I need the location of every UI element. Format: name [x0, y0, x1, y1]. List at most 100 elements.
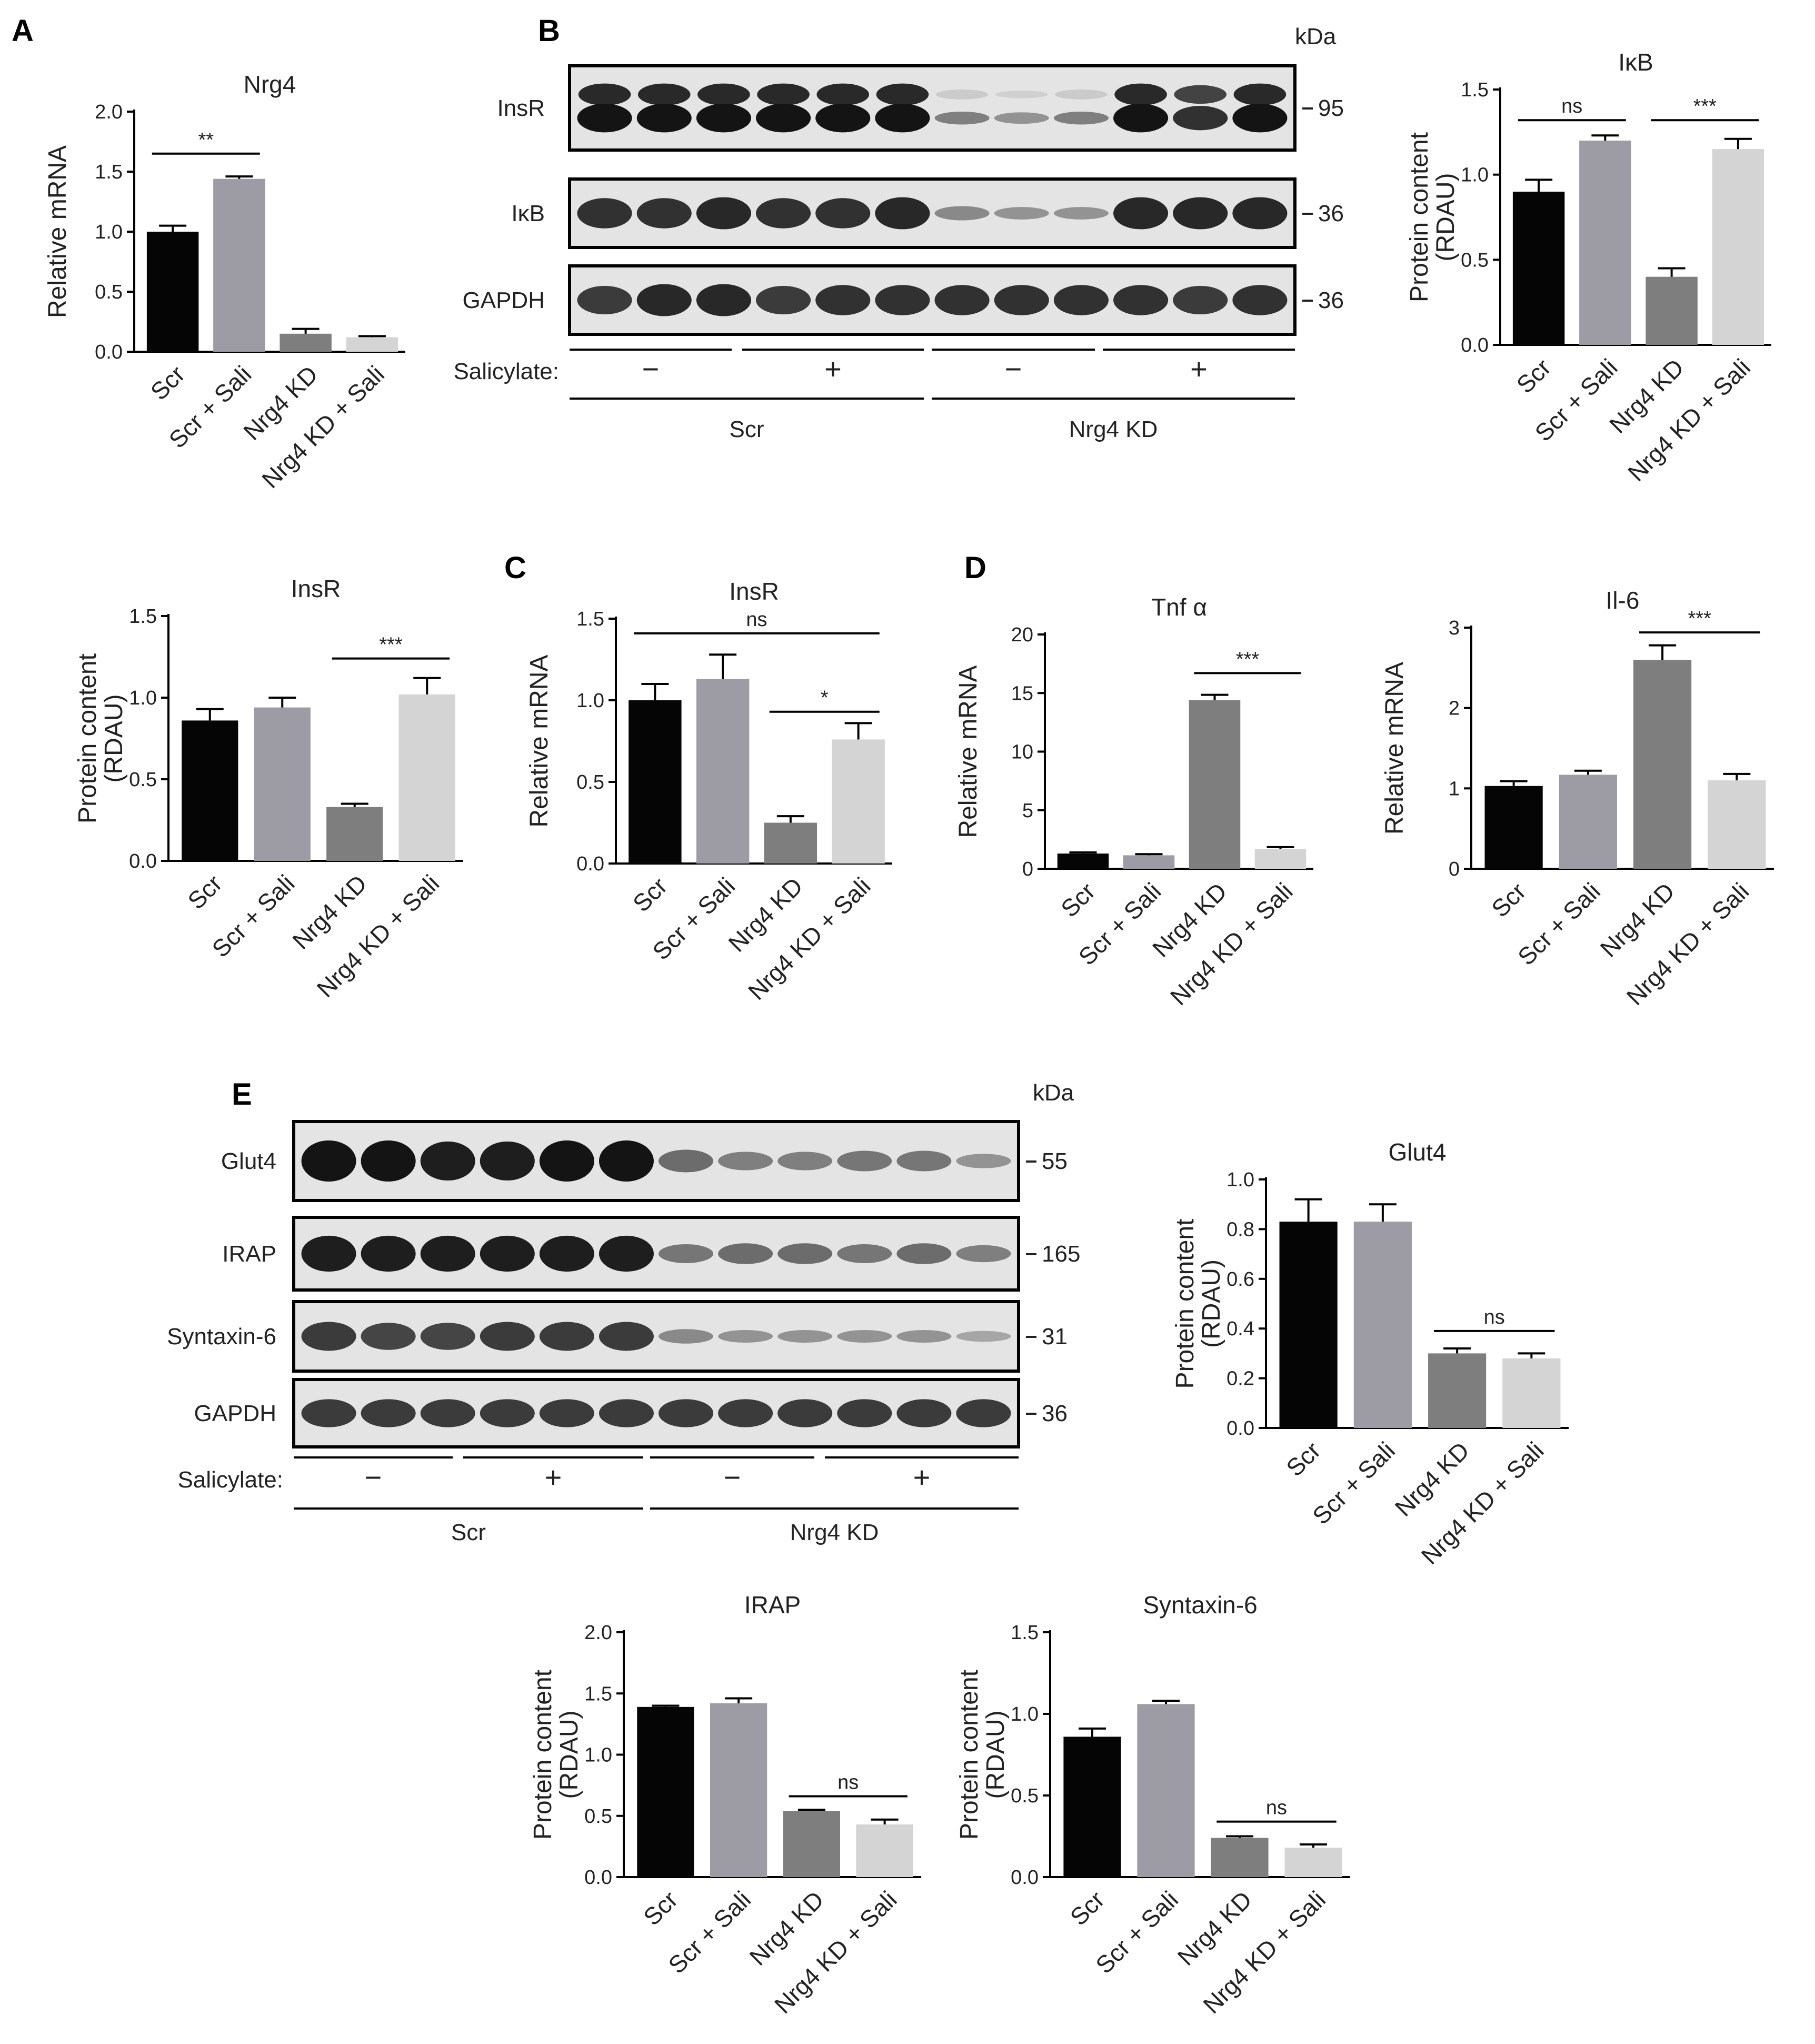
band — [777, 1399, 833, 1427]
band-upper — [757, 83, 810, 106]
bar-nrg4-kd — [1646, 276, 1698, 345]
kda-marker-label: 31 — [1042, 1324, 1068, 1350]
x-tick-label: Scr — [1065, 1886, 1110, 1931]
band-lower — [577, 104, 632, 133]
band-upper — [935, 90, 989, 100]
band-lower — [1173, 106, 1228, 131]
y-axis-label-line: Relative mRNA — [525, 654, 553, 827]
y-tick-label: 5 — [1022, 800, 1033, 822]
band — [777, 1329, 833, 1343]
blot-membrane — [568, 64, 1297, 152]
y-axis-label: Relative mRNA — [1381, 662, 1409, 835]
band — [577, 285, 632, 315]
bar-nrg4-kd — [326, 807, 383, 861]
panel-letter-b: B — [538, 14, 560, 48]
x-tick-label: Scr + Sali — [1307, 1436, 1400, 1530]
band — [599, 1399, 654, 1427]
significance-label: *** — [1236, 648, 1260, 670]
bar-nrg4-kd — [1189, 700, 1241, 869]
y-axis-label-line: Protein content — [74, 653, 102, 823]
band — [956, 1331, 1011, 1342]
band-upper — [1174, 85, 1227, 104]
chart-title: InsR — [291, 575, 341, 602]
band — [875, 197, 930, 230]
x-tick-label: Scr + Sali — [1512, 877, 1605, 970]
bar-nrg4-kd-sali — [1708, 780, 1766, 869]
band — [1113, 285, 1169, 315]
band — [361, 1399, 416, 1427]
bar-scr — [1279, 1222, 1338, 1428]
band-lower — [994, 112, 1049, 124]
band — [934, 285, 990, 315]
band — [301, 1322, 356, 1351]
y-tick-label: 0.5 — [129, 769, 157, 791]
x-tick-label: Scr — [145, 360, 191, 405]
y-tick-label: 1.0 — [1226, 1169, 1254, 1191]
salicylate-label: Salicylate: — [177, 1467, 283, 1493]
significance-label: ns — [746, 609, 767, 631]
band — [956, 1245, 1011, 1263]
western-blot-b: kDa InsR 95 IκB 36 GAPDH 36 Salicylate: − + − + Scr N… — [453, 24, 1344, 442]
bar-scr-sali — [213, 178, 265, 352]
band — [896, 1399, 952, 1427]
band-lower — [875, 104, 930, 133]
y-axis-label-line: Protein content — [955, 1670, 983, 1840]
y-tick-label: 0.5 — [1461, 249, 1489, 271]
blot-row-label: GAPDH — [194, 1401, 276, 1426]
salicylate-sign: − — [1005, 352, 1022, 385]
y-tick-label: 0.0 — [584, 1867, 612, 1889]
chart-e-glut4: Glut4 Protein content(RDAU) 0.0 0.2 0.4 0.6 0.… — [1171, 1138, 1569, 1570]
y-tick-label: 0.5 — [576, 771, 604, 793]
band — [1053, 285, 1109, 315]
y-tick-label: 1.0 — [1011, 1703, 1039, 1725]
band-upper — [697, 83, 750, 106]
y-tick-label: 1.5 — [1461, 79, 1489, 101]
significance-label: ns — [1561, 95, 1582, 117]
chart-title: Tnf α — [1151, 593, 1207, 621]
salicylate-sign: − — [724, 1461, 741, 1494]
blot-row-insr: InsR 95 — [497, 64, 1344, 152]
band-lower — [696, 104, 751, 133]
significance-label: ns — [1484, 1306, 1505, 1328]
band — [756, 198, 811, 229]
y-axis-label-line: Protein content — [1171, 1219, 1199, 1389]
band — [1053, 207, 1109, 220]
band — [1232, 285, 1288, 315]
band — [896, 1150, 952, 1172]
band — [539, 1140, 594, 1182]
y-tick-label: 0.2 — [1226, 1368, 1254, 1390]
significance-label: *** — [1688, 608, 1712, 630]
y-axis-label: Protein content(RDAU) — [955, 1670, 1010, 1840]
x-tick-label: Scr — [627, 872, 673, 917]
y-tick-label: 0 — [1022, 858, 1033, 880]
band — [599, 1235, 654, 1272]
cell-group-label: Scr — [451, 1520, 486, 1545]
band — [361, 1235, 416, 1272]
chart-e-irap: IRAP Protein content(RDAU) 0.0 0.5 1.0 1.5 2.0… — [529, 1591, 921, 2019]
blot-row-gapdh: GAPDH 36 — [463, 264, 1344, 336]
significance-label: *** — [379, 634, 403, 656]
band — [696, 284, 751, 316]
blot-row-label: IκB — [511, 201, 545, 226]
chart-title: Syntaxin-6 — [1143, 1591, 1257, 1619]
chart-title: IκB — [1618, 48, 1653, 76]
bar-scr-sali — [696, 679, 750, 864]
blot-row-irap: IRAP 165 — [222, 1216, 1080, 1292]
band — [777, 1243, 833, 1264]
bar-scr-sali — [710, 1703, 767, 1877]
blot-row-syntaxin-6: Syntaxin-6 31 — [167, 1300, 1068, 1373]
y-axis-label-line: (RDAU) — [1432, 173, 1460, 262]
band-lower — [1232, 104, 1288, 133]
salicylate-sign: + — [913, 1461, 931, 1494]
x-tick-label: Nrg4 KD + Sali — [769, 1886, 902, 2019]
chart-e-syntaxin6: Syntaxin-6 Protein content(RDAU) 0.0 0.5 1.0… — [955, 1591, 1350, 2019]
bar-nrg4-kd — [280, 333, 332, 352]
blot-row-label: Glut4 — [221, 1148, 276, 1174]
band — [577, 198, 632, 229]
bar-scr-sali — [1137, 1704, 1195, 1877]
y-tick-label: 1.5 — [576, 608, 604, 630]
western-blot-e: kDa Glut4 55 IRAP 165 Syntaxin-6 31 GAPDH 36 Sali… — [167, 1080, 1080, 1545]
x-tick-label: Scr — [638, 1886, 683, 1931]
